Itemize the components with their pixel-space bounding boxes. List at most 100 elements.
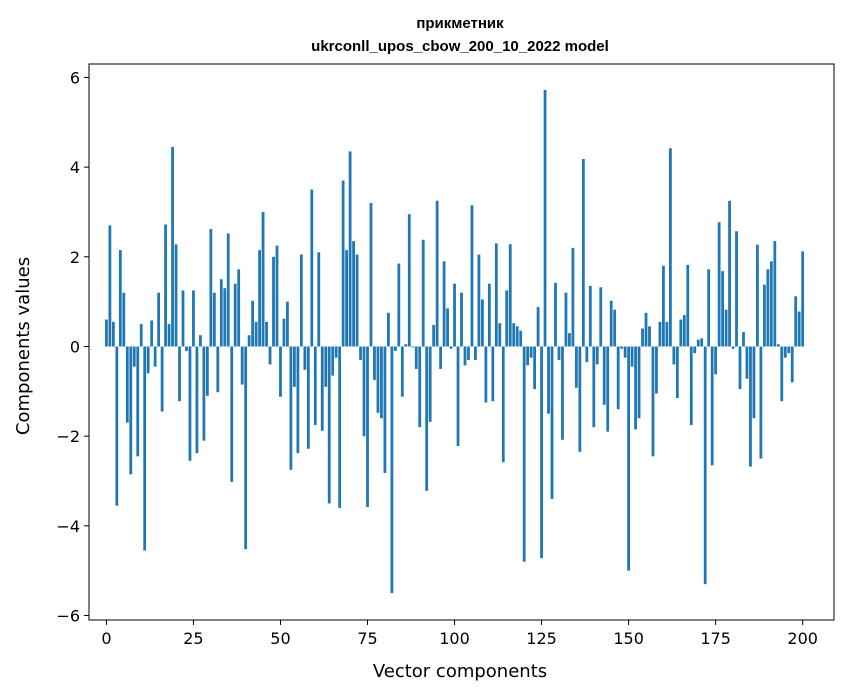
bar xyxy=(320,346,324,431)
bar xyxy=(338,346,342,508)
bar xyxy=(327,346,331,504)
bar xyxy=(397,263,401,347)
chart-subtitle: ukrconll_upos_cbow_200_10_2022 model xyxy=(311,38,609,55)
bar xyxy=(474,346,477,360)
bar xyxy=(251,300,255,347)
bar xyxy=(240,346,244,385)
bar xyxy=(188,346,192,461)
bar xyxy=(592,346,596,428)
bar xyxy=(693,346,697,354)
bar xyxy=(108,225,112,347)
bar xyxy=(745,346,749,379)
bar xyxy=(355,254,359,347)
bar xyxy=(456,346,460,447)
bar xyxy=(230,346,234,482)
bar xyxy=(616,346,620,410)
bar xyxy=(132,346,136,367)
bar xyxy=(550,346,554,499)
bar xyxy=(484,346,488,403)
bar xyxy=(118,250,122,347)
bar xyxy=(407,214,411,347)
bar xyxy=(787,346,791,354)
bar xyxy=(369,203,373,347)
bar xyxy=(498,323,502,347)
bar xyxy=(390,346,394,594)
bars-group xyxy=(105,90,805,594)
bar xyxy=(411,346,415,348)
bar xyxy=(195,346,199,454)
bar xyxy=(125,346,129,423)
bar xyxy=(773,241,777,347)
bar xyxy=(554,282,557,347)
x-tick-label: 175 xyxy=(700,629,731,648)
bar xyxy=(574,346,578,388)
bar xyxy=(738,346,742,390)
bar xyxy=(376,346,380,413)
bar xyxy=(209,229,213,347)
bar xyxy=(769,261,773,347)
bar xyxy=(620,346,624,349)
bar xyxy=(794,296,798,347)
bar xyxy=(735,231,738,347)
y-axis-label: Components values xyxy=(13,257,34,435)
bar xyxy=(425,346,429,491)
x-tick-label: 150 xyxy=(613,629,644,648)
bar xyxy=(602,346,606,405)
bar xyxy=(696,339,700,347)
y-axis-ticks: −6 −4 −2 0 2 4 6 xyxy=(56,68,89,626)
y-tick-label: −6 xyxy=(56,607,80,626)
y-tick-label: 0 xyxy=(70,337,80,356)
bar xyxy=(522,346,526,562)
bar xyxy=(630,346,634,367)
bar xyxy=(226,233,230,347)
bar xyxy=(463,346,467,366)
bar xyxy=(265,321,268,347)
x-tick-label: 50 xyxy=(270,629,290,648)
bar xyxy=(571,247,575,347)
bar xyxy=(766,269,770,347)
bar xyxy=(658,321,662,347)
bar xyxy=(418,346,422,428)
bar xyxy=(717,222,721,347)
x-axis-label: Vector components xyxy=(373,661,547,682)
bar xyxy=(491,346,495,402)
x-tick-label: 75 xyxy=(357,629,377,648)
bar xyxy=(185,346,188,351)
bar xyxy=(352,241,355,347)
bar xyxy=(387,312,390,347)
bar xyxy=(801,251,805,347)
bar xyxy=(668,148,672,347)
bar xyxy=(313,346,317,425)
bar xyxy=(380,346,383,419)
bar xyxy=(501,346,505,463)
bar xyxy=(139,324,143,347)
bar xyxy=(665,321,669,347)
bar xyxy=(627,346,630,571)
bar xyxy=(703,346,707,585)
bar xyxy=(543,90,547,347)
bar xyxy=(442,261,446,347)
bar xyxy=(223,288,227,347)
bar xyxy=(164,224,167,347)
bar xyxy=(714,346,718,375)
bar xyxy=(672,346,676,365)
bar xyxy=(487,283,491,347)
bar xyxy=(286,301,289,347)
bar xyxy=(494,243,498,347)
bar xyxy=(609,300,613,347)
bar xyxy=(261,211,265,347)
bar xyxy=(216,346,220,393)
bar xyxy=(345,250,349,347)
bar xyxy=(460,292,463,347)
bar xyxy=(268,346,272,365)
bar xyxy=(299,254,303,347)
bar xyxy=(467,346,470,360)
x-tick-label: 0 xyxy=(101,629,111,648)
bar xyxy=(146,346,150,374)
x-axis-ticks: 0 25 50 75 100 125 150 175 200 xyxy=(101,620,818,648)
bar xyxy=(707,269,711,347)
bar xyxy=(512,323,516,347)
bar xyxy=(470,205,474,347)
bar xyxy=(199,335,202,347)
bar xyxy=(599,287,603,347)
